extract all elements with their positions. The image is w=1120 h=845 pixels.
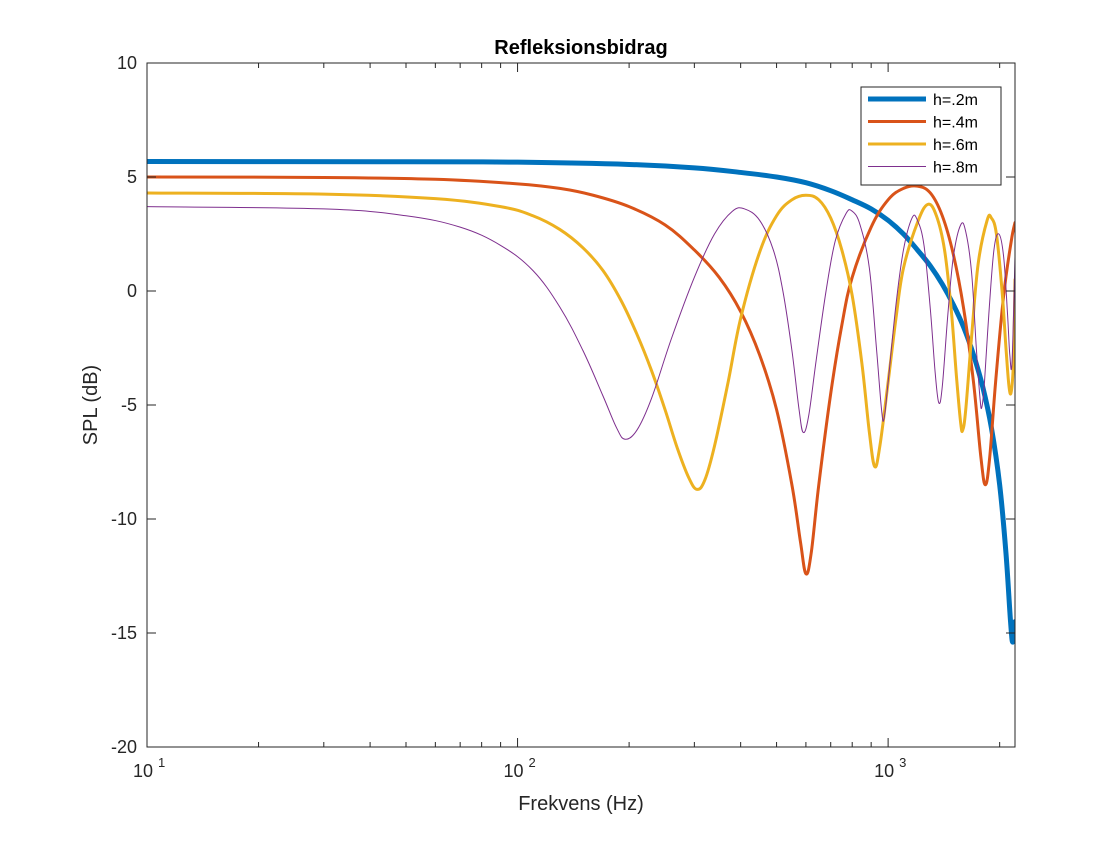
x-tick-label: 10 xyxy=(133,761,153,781)
y-tick-label: 10 xyxy=(117,53,137,73)
y-tick-label: -20 xyxy=(111,737,137,757)
x-tick-label-exponent: 1 xyxy=(158,755,165,770)
series-line-2 xyxy=(147,175,1015,576)
y-tick-label: 5 xyxy=(127,167,137,187)
y-tick-label: -5 xyxy=(121,395,137,415)
y-tick-label: 0 xyxy=(127,281,137,301)
series-layer xyxy=(147,159,1015,645)
series-line-3 xyxy=(147,191,1015,491)
legend-entry-label: h=.4m xyxy=(933,115,978,132)
legend-entry-label: h=.2m xyxy=(933,92,978,109)
series-line-1 xyxy=(147,159,1015,645)
x-tick-label: 10 xyxy=(504,761,524,781)
legend-entry-label: h=.8m xyxy=(933,160,978,177)
x-tick-label-exponent: 3 xyxy=(899,755,906,770)
x-tick-label: 10 xyxy=(874,761,894,781)
legend-entry-label: h=.6m xyxy=(933,137,978,154)
x-axis-label: Frekvens (Hz) xyxy=(518,793,644,815)
y-tick-label: -10 xyxy=(111,509,137,529)
tick-layer: 10 5 0 -5 -10 -15 -20 10 1 10 2 10 3 xyxy=(111,53,1015,781)
y-axis-label: SPL (dB) xyxy=(80,365,102,445)
legend: h=.2m h=.4m h=.6m h=.8m xyxy=(860,86,1002,186)
y-tick-label: -15 xyxy=(111,623,137,643)
x-tick-label-exponent: 2 xyxy=(529,755,536,770)
chart-title: Refleksionsbidrag xyxy=(494,37,667,59)
series-line-4 xyxy=(147,206,1015,440)
legend-box xyxy=(860,86,1002,186)
